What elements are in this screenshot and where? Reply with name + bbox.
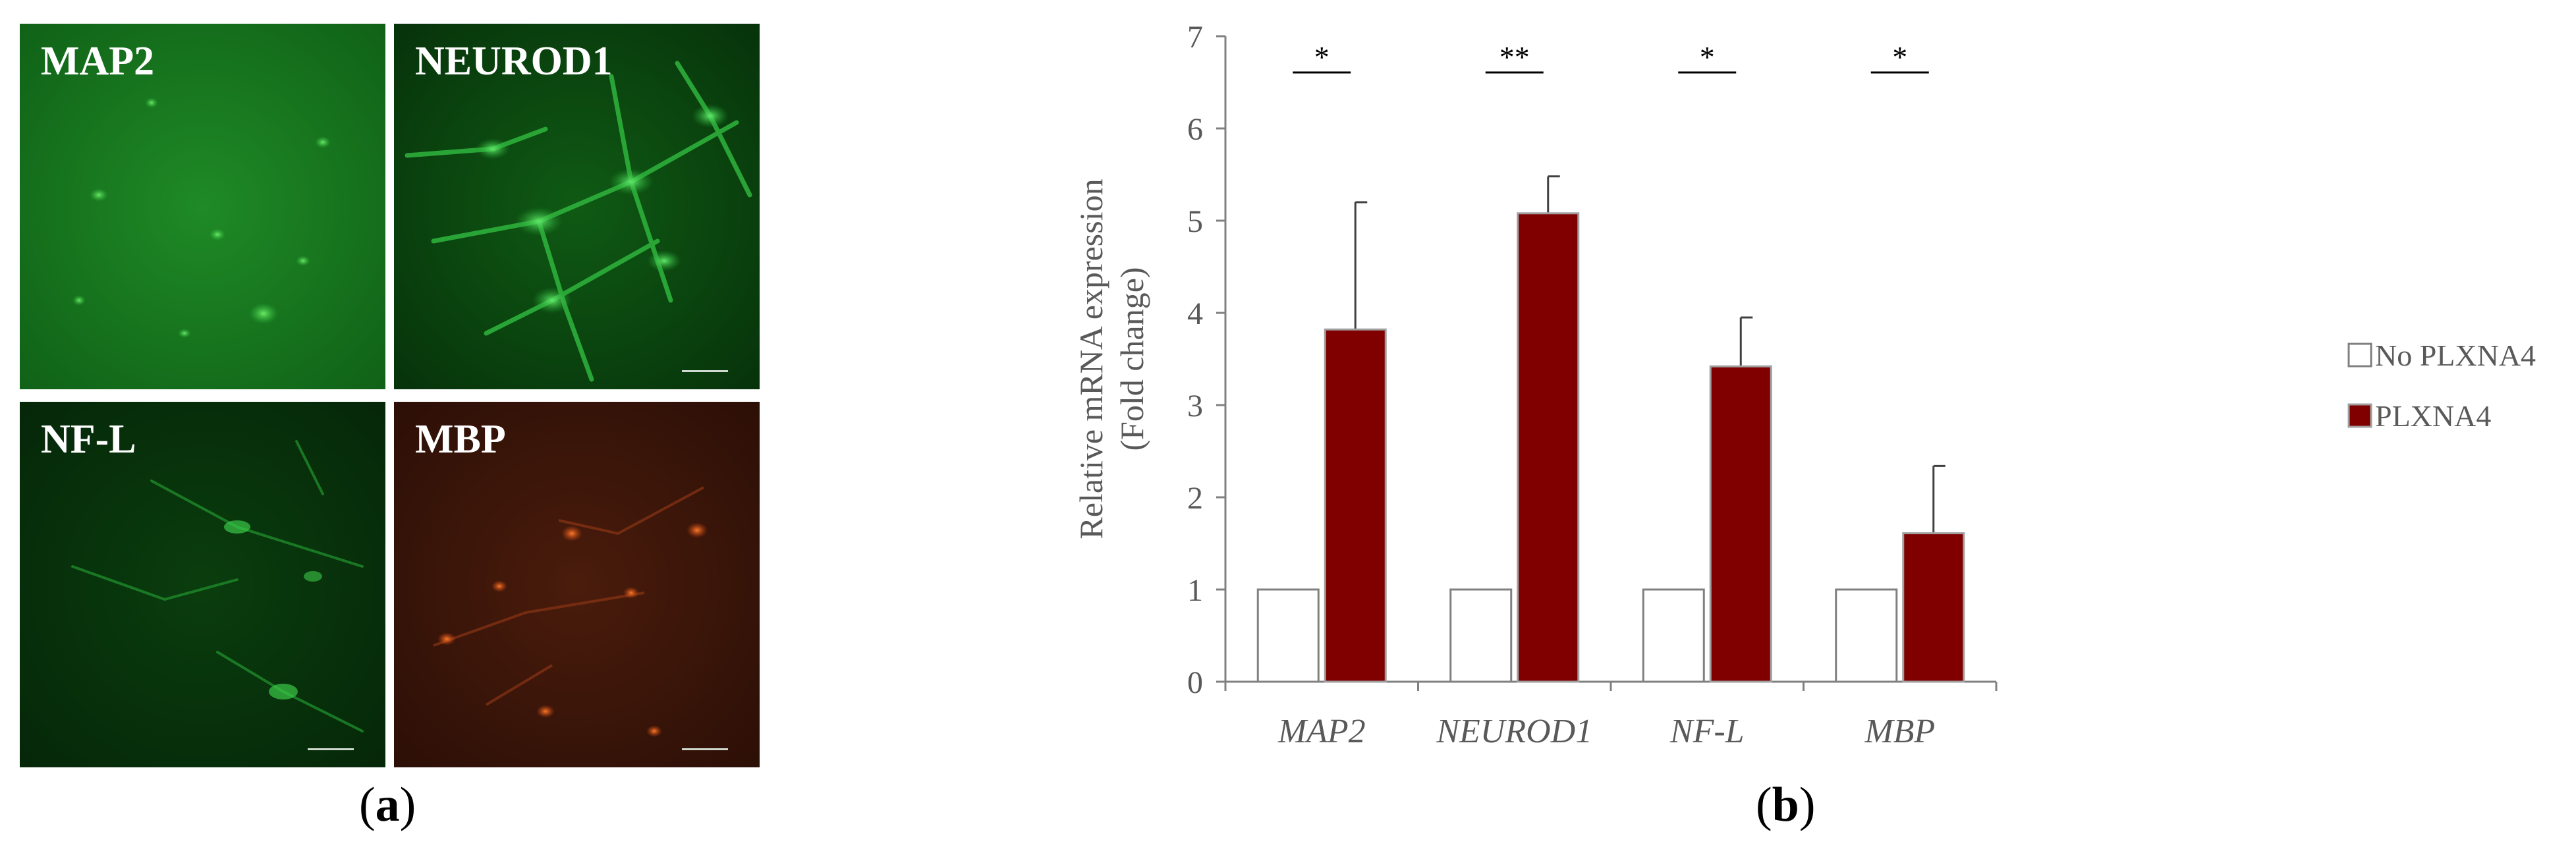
y-tick-label: 5: [1187, 204, 1203, 239]
significance-markers: * ** * *: [1293, 40, 1929, 74]
micrograph-map2: MAP2: [20, 24, 385, 389]
micrograph-mbp-image: [394, 402, 760, 767]
bar-no-plxna4: [1835, 588, 1898, 683]
y-tick-label: 3: [1187, 389, 1203, 424]
legend-label: No PLXNA4: [2375, 339, 2536, 372]
bar-no-plxna4: [1449, 588, 1513, 683]
chart-bars: [1256, 212, 1965, 683]
error-bars: [1354, 175, 1946, 534]
y-tick-label: 1: [1187, 573, 1203, 608]
scale-bar: [682, 370, 728, 372]
micrograph-nf-l-image: [20, 402, 385, 767]
significance-star: *: [1700, 40, 1715, 74]
x-category-label: NF-L: [1669, 713, 1745, 750]
bar-no-plxna4: [1642, 588, 1705, 683]
y-axis-label-line: (Fold change): [1113, 267, 1150, 451]
chart-legend: No PLXNA4 PLXNA4: [2347, 339, 2536, 433]
micrograph-nf-l: NF-L: [20, 402, 385, 767]
bar-plxna4: [1902, 532, 1965, 683]
bar-plxna4: [1324, 328, 1387, 683]
y-tick-label: 7: [1187, 20, 1203, 55]
micrograph-mbp: MBP: [394, 402, 760, 767]
micrograph-label: MBP: [415, 417, 506, 462]
panel-a: MAP2: [0, 0, 824, 851]
y-tick-label: 2: [1187, 481, 1203, 516]
legend-swatch: [2347, 403, 2372, 428]
bar-no-plxna4: [1256, 588, 1320, 683]
legend-label: PLXNA4: [2375, 399, 2491, 433]
significance-star: *: [1314, 40, 1330, 74]
y-tick-label: 0: [1187, 665, 1203, 700]
micrograph-label: MAP2: [41, 39, 155, 84]
micrograph-map2-image: [20, 24, 385, 389]
panel-a-letter: (a): [359, 778, 416, 832]
bar-plxna4: [1517, 212, 1580, 683]
legend-swatch: [2347, 343, 2372, 368]
bar-plxna4: [1709, 365, 1772, 683]
x-category-label: MAP2: [1277, 713, 1366, 750]
significance-star: *: [1892, 40, 1907, 74]
micrograph-neurod1: NEUROD1: [394, 24, 760, 389]
panel-b-letter: (b): [1756, 778, 1816, 832]
chart-labels: 0 1 2 3 4 5 6 7 Relative mRNA expression (Fold ch…: [1073, 20, 1935, 750]
y-axis-label: Relative mRNA expression (Fold change): [1073, 178, 1150, 539]
significance-star: **: [1499, 40, 1530, 74]
scale-bar: [308, 748, 354, 750]
y-axis-label-line: Relative mRNA expression: [1073, 178, 1109, 539]
micrograph-neurod1-image: [394, 24, 760, 389]
y-tick-label: 6: [1187, 112, 1203, 147]
micrograph-label: NF-L: [41, 417, 136, 462]
micrograph-label: NEUROD1: [415, 39, 613, 84]
scale-bar: [682, 748, 728, 750]
x-category-label: MBP: [1864, 713, 1935, 750]
y-tick-label: 4: [1187, 296, 1203, 331]
x-category-label: NEUROD1: [1436, 713, 1592, 750]
